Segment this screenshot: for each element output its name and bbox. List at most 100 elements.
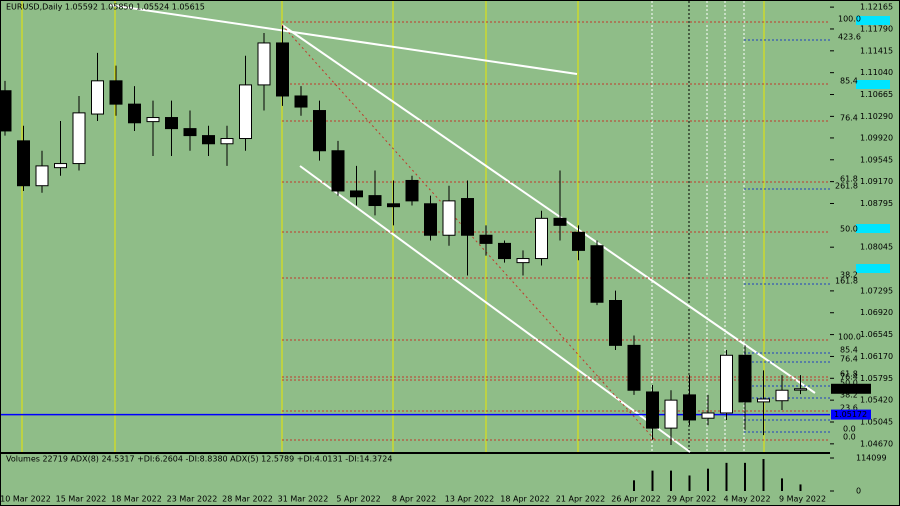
fib-label: 100.0: [838, 333, 861, 342]
x-tick-label: 31 Mar 2022: [278, 495, 329, 504]
y-tick-label: 1.08045: [860, 243, 893, 252]
y-tick-label: 1.05420: [860, 396, 893, 405]
y-tick-label: 0: [856, 487, 861, 496]
y-tick-label: 1.10290: [860, 112, 893, 121]
candle-body: [683, 394, 696, 421]
price-label: 1.05615: [834, 384, 867, 393]
y-tick-label: 1.06545: [860, 330, 893, 339]
trend-line: [281, 24, 816, 394]
x-tick-label: 26 Apr 2022: [611, 495, 660, 504]
y-tick-label: 1.06920: [860, 308, 893, 317]
y-tick-label: 1.11415: [860, 46, 893, 55]
fib-label: 38.2: [840, 271, 858, 280]
fib-label: 100.0: [838, 15, 861, 24]
candle-body: [17, 140, 30, 187]
price-box: [831, 383, 871, 394]
candle-body: [405, 179, 419, 202]
indicator-panel: [1, 454, 830, 493]
candle-body: [54, 163, 67, 169]
candle-body: [720, 354, 733, 414]
y-tick-label: 1.07295: [860, 286, 893, 295]
x-tick-label: 15 Mar 2022: [56, 495, 107, 504]
candle-body: [313, 110, 326, 152]
candle-body: [646, 391, 659, 429]
fib-label: 423.6: [838, 33, 861, 42]
candle-body: [535, 217, 548, 260]
candle-body: [424, 203, 437, 236]
level-box: [856, 264, 890, 273]
candle-body: [276, 42, 289, 97]
candle-body: [202, 135, 215, 145]
candle-body: [794, 388, 807, 391]
y-tick-label: 1.04670: [860, 439, 893, 448]
y-tick-label: 1.06170: [860, 352, 893, 361]
price-panel: [1, 1, 830, 452]
price-box: [831, 409, 871, 420]
candle-body: [165, 117, 178, 130]
y-tick-label: 1.10665: [860, 90, 893, 99]
candle-body: [461, 198, 474, 236]
y-tick-label: 1.12165: [860, 3, 893, 12]
x-tick-label: 18 Mar 2022: [111, 495, 162, 504]
candle-body: [553, 217, 567, 226]
y-tick-label: 1.11790: [860, 24, 893, 33]
candle-body: [516, 258, 530, 264]
x-tick-label: 8 Apr 2022: [392, 495, 436, 504]
candle-body: [146, 117, 160, 123]
time-axis: [1, 493, 899, 505]
fib-label: 76.4: [840, 355, 858, 364]
candle-body: [109, 80, 123, 105]
y-tick-label: 1.11040: [860, 68, 893, 77]
x-tick-label: 23 Mar 2022: [167, 495, 218, 504]
fib-label: 261.8: [835, 182, 858, 191]
x-tick-label: 28 Mar 2022: [222, 495, 273, 504]
candle-body: [590, 245, 604, 303]
fib-label: 38.2: [840, 391, 858, 400]
indicator-title: Volumes 22719 ADX(8) 24.5317 +DI:6.2604 …: [6, 455, 392, 464]
candle-body: [239, 84, 252, 140]
candle-body: [368, 195, 382, 207]
candle-body: [294, 95, 308, 108]
candle-body: [479, 234, 493, 244]
candle-body: [572, 231, 585, 251]
level-box: [856, 224, 890, 233]
x-tick-label: 4 May 2022: [723, 495, 770, 504]
x-tick-label: 5 Apr 2022: [336, 495, 380, 504]
candle-body: [609, 300, 622, 346]
trend-line: [299, 165, 691, 453]
fib-label: 50.0: [840, 225, 858, 234]
fib-label: 50.0: [840, 379, 858, 388]
candle-body: [72, 112, 86, 165]
candle-body: [0, 90, 12, 132]
candle-body: [664, 399, 678, 429]
candle-body: [350, 190, 363, 198]
y-tick-label: 1.08795: [860, 199, 893, 208]
candle-body: [331, 150, 345, 192]
y-tick-label: 1.09545: [860, 155, 893, 164]
candle-body: [257, 42, 271, 86]
fib-label: 61.8: [840, 370, 858, 379]
x-tick-label: 10 Mar 2022: [0, 495, 51, 504]
x-tick-label: 13 Apr 2022: [445, 495, 494, 504]
y-tick-label: 1.09920: [860, 133, 893, 142]
y-tick-label: 114099: [856, 454, 887, 463]
fib-label: 85.4: [840, 77, 858, 86]
fib-label: 61.8: [840, 175, 858, 184]
candle-body: [757, 398, 770, 403]
level-box: [856, 16, 890, 25]
trend-line: [109, 4, 578, 75]
y-tick-label: 1.09170: [860, 177, 893, 186]
candle-body: [738, 354, 752, 403]
candle-body: [701, 412, 715, 419]
fib-label: 23.6: [840, 404, 858, 413]
x-tick-label: 18 Apr 2022: [500, 495, 549, 504]
candle-body: [220, 138, 234, 145]
fib-label: 161.8: [835, 277, 858, 286]
y-tick-label: 1.05795: [860, 374, 893, 383]
candle-body: [442, 200, 456, 236]
fib-label: 85.4: [840, 346, 858, 355]
fib-label: 76.4: [840, 114, 858, 123]
candle-body: [35, 165, 49, 187]
candle-body: [91, 80, 104, 115]
